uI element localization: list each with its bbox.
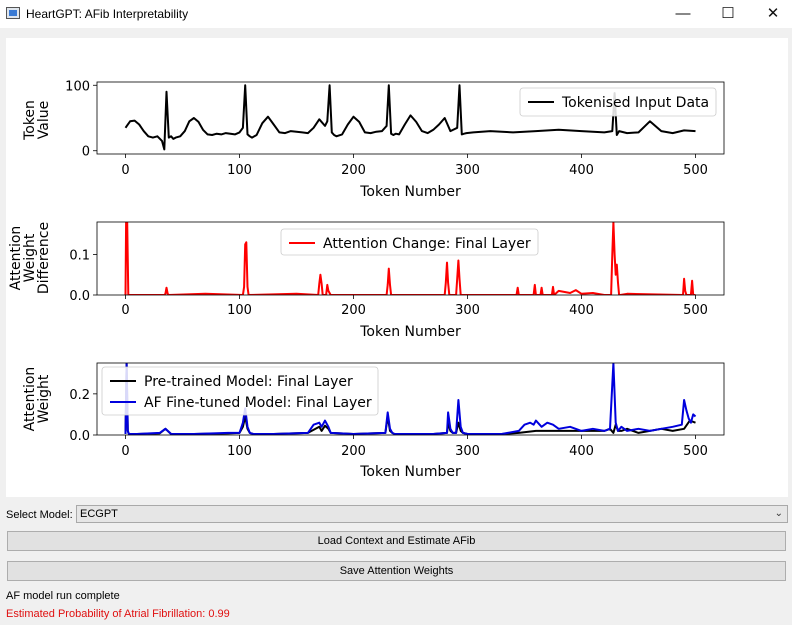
x-axis-label: Token Number (359, 184, 461, 200)
legend-label: Pre-trained Model: Final Layer (144, 374, 353, 390)
x-tick-label: 300 (455, 444, 480, 459)
close-button[interactable]: ✕ (766, 5, 780, 22)
x-tick-label: 100 (227, 303, 252, 318)
app-window-icon (6, 7, 20, 19)
x-tick-label: 0 (121, 163, 129, 178)
plot-2-frame (96, 362, 725, 436)
x-tick-label: 100 (227, 444, 252, 459)
plot-0-legend-box (519, 87, 717, 117)
legend-label: Tokenised Input Data (561, 95, 709, 111)
plot-canvas: 0 100 200 300 400 500 0 100 Token Number Token Val… (6, 38, 788, 497)
y-axis-label: Attention (22, 367, 38, 432)
select-model-label: Select Model: (6, 509, 73, 521)
plot-0-frame (96, 81, 725, 155)
save-attention-button[interactable]: Save Attention Weights (7, 561, 786, 581)
x-tick-label: 200 (341, 303, 366, 318)
legend-label: AF Fine-tuned Model: Final Layer (144, 395, 372, 411)
y-tick-label: 0.2 (69, 388, 90, 403)
y-tick-label: 0.1 (69, 248, 90, 263)
x-tick-label: 300 (455, 303, 480, 318)
plot-0-series-line-0 (124, 84, 696, 151)
window-title: HeartGPT: AFib Interpretability (26, 7, 189, 21)
model-select[interactable]: ECGPT ⌄ (76, 505, 788, 523)
plot-1-frame (96, 221, 725, 296)
y-axis-label: Value (36, 101, 52, 139)
y-axis-label: Attention (8, 226, 24, 291)
x-tick-label: 400 (569, 163, 594, 178)
minimize-button[interactable]: — (675, 5, 691, 22)
y-axis-label: Difference (36, 222, 52, 294)
x-tick-label: 0 (121, 303, 129, 318)
maximize-button[interactable]: ☐ (721, 5, 735, 22)
x-axis-label: Token Number (359, 464, 461, 480)
x-tick-label: 100 (227, 163, 252, 178)
attention-plots: 0 100 200 300 400 500 0 100 Token Number TokenVal… (8, 79, 725, 480)
x-tick-label: 200 (341, 444, 366, 459)
x-tick-label: 400 (569, 444, 594, 459)
title-bar: HeartGPT: AFib Interpretability — ☐ ✕ (0, 0, 792, 28)
y-axis-label: Weight (22, 233, 38, 282)
plot-1-series-line-0 (124, 222, 696, 295)
load-context-button[interactable]: Load Context and Estimate AFib (7, 531, 786, 551)
y-tick-label: 0 (82, 145, 90, 160)
y-axis-label: Weight (36, 374, 52, 423)
x-tick-label: 200 (341, 163, 366, 178)
y-tick-label: 0.0 (69, 429, 90, 444)
plot-1-legend-box (280, 228, 539, 256)
plot-2-legend-box (101, 366, 379, 416)
x-tick-label: 500 (683, 444, 708, 459)
y-tick-label: 0.0 (69, 289, 90, 304)
x-tick-label: 400 (569, 303, 594, 318)
y-axis-label: Token (22, 100, 38, 141)
x-tick-label: 500 (683, 303, 708, 318)
x-axis-label: Token Number (359, 324, 461, 340)
afib-probability-text: Estimated Probability of Atrial Fibrilla… (6, 608, 230, 620)
x-tick-label: 500 (683, 163, 708, 178)
legend-label: Attention Change: Final Layer (323, 236, 531, 252)
x-tick-label: 0 (121, 444, 129, 459)
chevron-down-icon[interactable]: ⌄ (774, 508, 783, 519)
y-tick-label: 100 (65, 79, 90, 94)
model-select-value: ECGPT (80, 508, 118, 520)
run-status-text: AF model run complete (6, 590, 120, 602)
x-tick-label: 300 (455, 163, 480, 178)
